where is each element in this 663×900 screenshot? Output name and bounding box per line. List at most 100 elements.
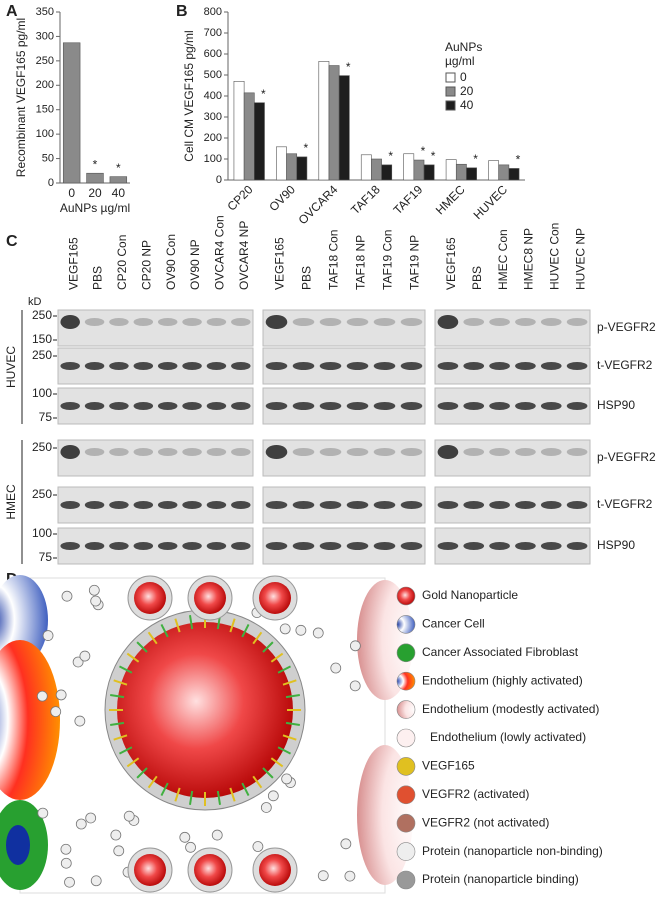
band	[515, 542, 536, 550]
vegf	[216, 790, 222, 805]
legend-label: Gold Nanoparticle	[422, 588, 518, 602]
small-nanoparticle	[134, 582, 166, 614]
band	[373, 448, 396, 456]
protein	[185, 841, 196, 853]
y-tick-label: 100	[36, 128, 54, 140]
lane-label: CP20 NP	[139, 240, 153, 290]
y-tick-label: 300	[204, 111, 222, 123]
endothelium-mod	[357, 580, 413, 700]
legend-label: Protein (nanoparticle binding)	[422, 872, 579, 886]
vegf	[110, 693, 125, 699]
band	[400, 402, 423, 410]
band	[265, 315, 288, 329]
vegf	[282, 679, 297, 686]
bar	[296, 156, 308, 181]
bar	[455, 163, 467, 181]
protein	[90, 875, 102, 887]
band	[84, 318, 105, 326]
band	[133, 402, 154, 410]
lane-label: VEGF165	[444, 237, 458, 290]
protein	[37, 807, 49, 819]
protein	[267, 790, 279, 802]
y-tick-label: 200	[204, 132, 222, 144]
band	[489, 362, 510, 370]
band	[133, 448, 154, 456]
vegf	[270, 652, 284, 663]
small-nanoparticle	[259, 582, 291, 614]
significance-star: *	[346, 60, 351, 74]
band	[566, 542, 588, 550]
band	[346, 362, 369, 370]
protein	[75, 818, 87, 830]
blot-row-label: t-VEGFR2	[597, 497, 653, 511]
blot	[262, 387, 426, 425]
lane-label: OV90 Con	[164, 234, 178, 290]
band	[133, 362, 154, 370]
band	[489, 402, 510, 410]
significance-star: *	[388, 149, 393, 163]
band	[157, 501, 178, 509]
blot-row-label: t-VEGFR2	[597, 358, 653, 372]
legend-label: 40	[460, 98, 474, 112]
band	[373, 501, 396, 509]
legend-label: 0	[460, 70, 467, 84]
band	[182, 318, 202, 326]
legend-icon	[396, 671, 416, 691]
vegf	[160, 624, 169, 638]
band	[400, 542, 423, 550]
band	[206, 318, 227, 326]
band	[84, 448, 105, 456]
blot	[262, 439, 426, 477]
protein	[295, 624, 307, 636]
band	[182, 542, 202, 550]
band	[84, 362, 105, 370]
small-nanoparticle	[259, 854, 291, 886]
bar	[276, 146, 287, 181]
band	[60, 542, 80, 550]
vegf	[126, 757, 140, 768]
band	[319, 542, 342, 550]
blot	[434, 486, 591, 524]
band	[400, 318, 423, 326]
blot	[262, 486, 426, 524]
band	[84, 402, 105, 410]
vegf	[229, 618, 236, 633]
vegf	[188, 615, 194, 630]
band	[157, 318, 178, 326]
panel-label: B	[176, 3, 188, 20]
band	[489, 542, 510, 550]
band	[346, 501, 369, 509]
band	[231, 542, 251, 550]
band	[463, 318, 485, 326]
band	[109, 362, 129, 370]
band	[540, 542, 562, 550]
legend-icon	[396, 700, 416, 719]
vegf	[277, 665, 291, 674]
vegf	[262, 641, 274, 653]
band	[540, 318, 562, 326]
bar	[381, 164, 393, 181]
band	[265, 542, 288, 550]
bar	[423, 164, 435, 181]
blot	[434, 527, 591, 565]
bar	[413, 159, 425, 181]
x-tick-label: OV90	[266, 182, 298, 214]
band	[292, 402, 315, 410]
bar	[254, 102, 265, 181]
vegf	[241, 782, 250, 796]
y-tick-label: 600	[204, 48, 222, 60]
vegf	[229, 787, 236, 802]
band	[515, 448, 536, 456]
band	[463, 402, 485, 410]
vegf	[147, 775, 158, 789]
band	[437, 315, 459, 329]
marker-label: 100	[32, 526, 52, 540]
significance-star: *	[516, 153, 521, 167]
lane-label: TAF19 NP	[408, 235, 422, 290]
legend-label: Protein (nanoparticle non-binding)	[422, 844, 603, 858]
bar	[508, 168, 520, 181]
x-tick-label: TAF19	[391, 182, 426, 217]
blot	[262, 527, 426, 565]
protein	[74, 715, 86, 727]
band	[463, 542, 485, 550]
